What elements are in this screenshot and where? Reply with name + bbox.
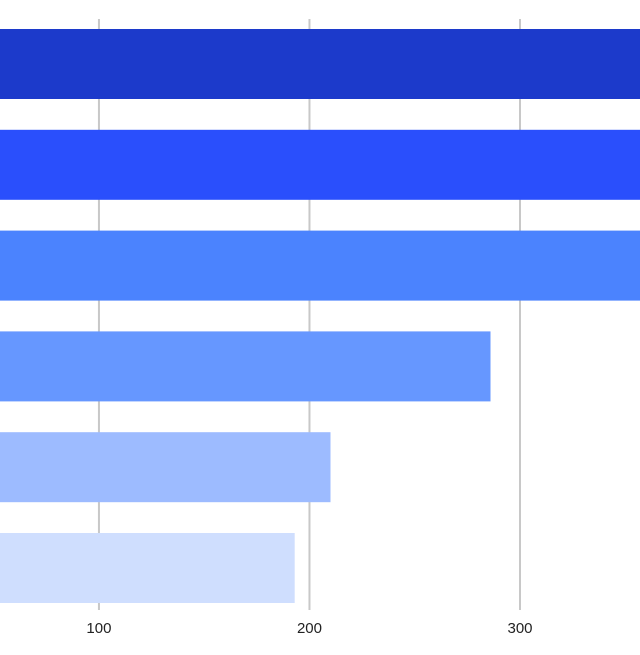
bar (0, 230, 640, 301)
x-axis-tick-labels: 100 200 300 (86, 620, 532, 637)
bar (0, 432, 331, 503)
bar (0, 331, 491, 402)
x-tick-label: 200 (297, 620, 322, 637)
bar (0, 129, 640, 200)
bars (0, 29, 640, 603)
gridlines (97, 19, 521, 610)
bar (0, 29, 640, 99)
x-tick-label: 300 (507, 620, 532, 637)
x-tick-label: 100 (86, 620, 111, 637)
bar (0, 533, 295, 603)
